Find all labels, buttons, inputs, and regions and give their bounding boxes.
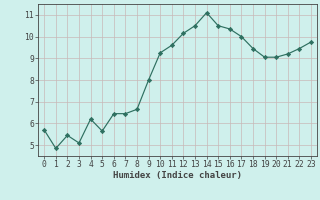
X-axis label: Humidex (Indice chaleur): Humidex (Indice chaleur) <box>113 171 242 180</box>
